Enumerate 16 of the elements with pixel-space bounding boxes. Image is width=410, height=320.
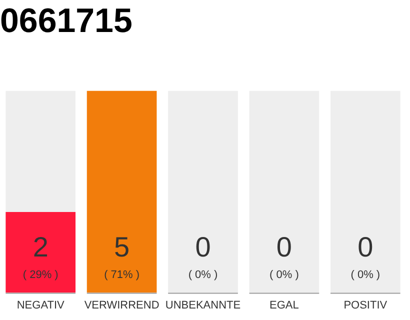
x-tick-label: NEGATIV — [16, 299, 65, 312]
x-tick-label: EGAL — [270, 299, 299, 312]
annotation: ( 71% ) — [104, 268, 140, 281]
data-label: 0 — [276, 232, 292, 263]
annotation: ( 29% ) — [22, 268, 58, 281]
data-label: 2 — [32, 232, 48, 263]
x-tick-label: UNBEKANNTE — [165, 299, 241, 312]
x-tick-label: POSITIV — [344, 299, 388, 312]
data-label: 0 — [358, 232, 374, 263]
data-label: 0 — [195, 232, 211, 263]
data-label: 5 — [114, 232, 130, 263]
x-tick-label: VERWIRREND — [84, 299, 160, 312]
annotation: ( 0% ) — [188, 268, 218, 281]
chart-title: 0661715 — [0, 2, 132, 40]
annotation: ( 0% ) — [270, 268, 299, 281]
annotation: ( 0% ) — [350, 268, 380, 281]
